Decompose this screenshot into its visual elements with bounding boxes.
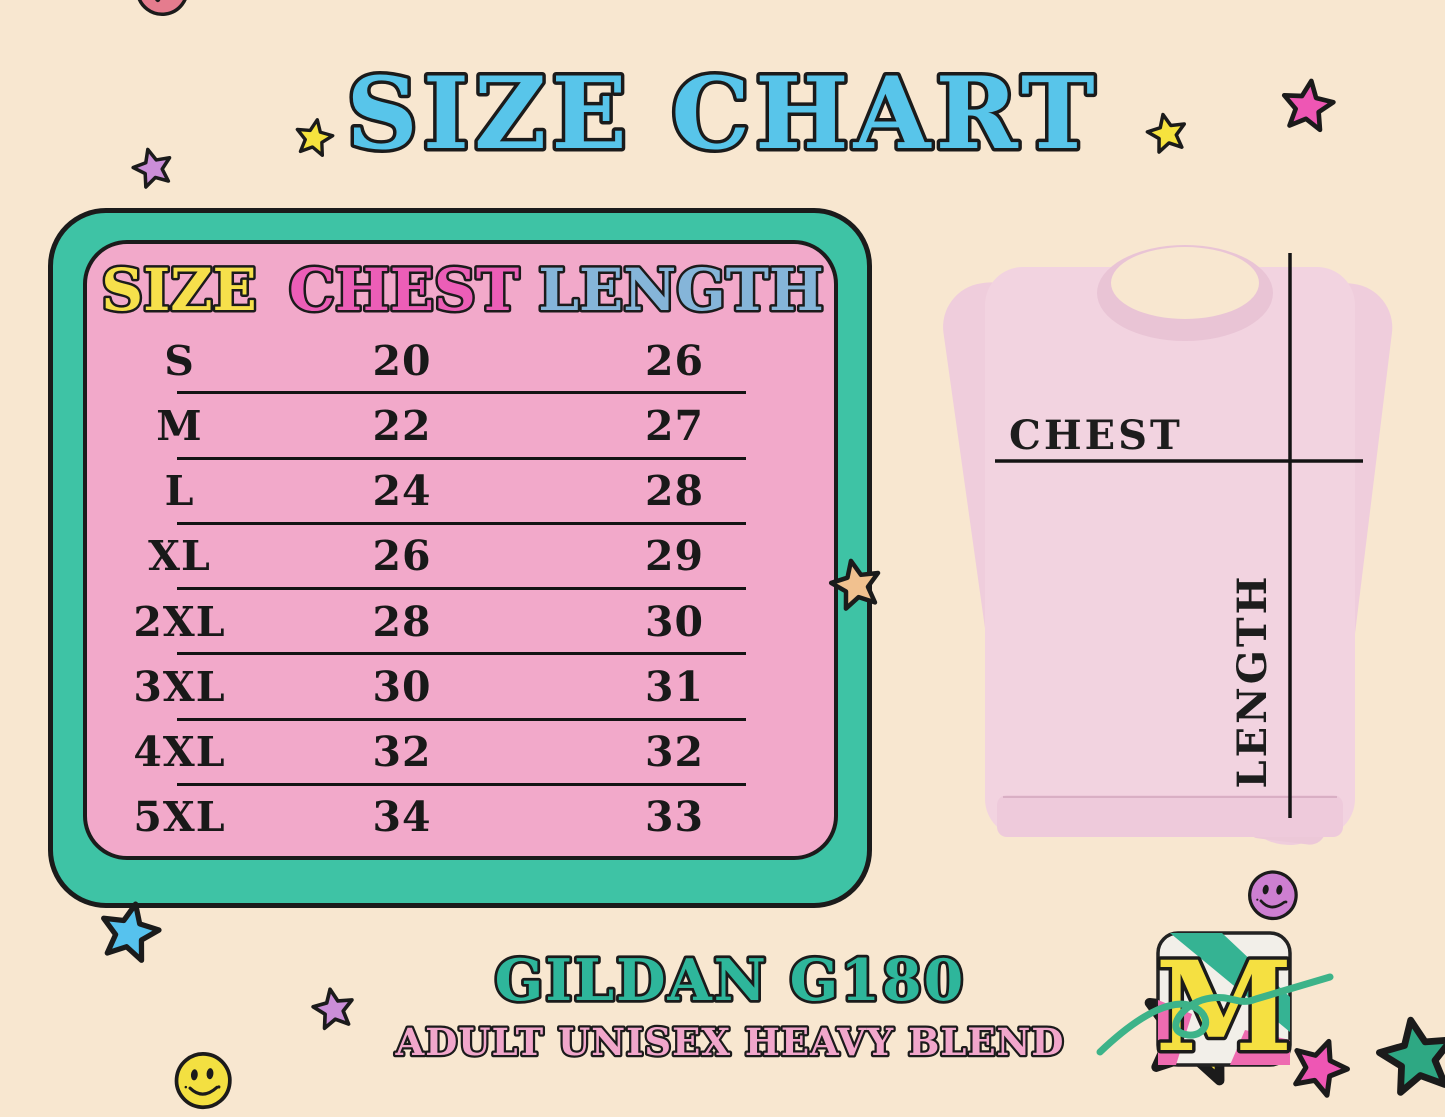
chest-value: 24 [372,467,432,516]
length-value: 29 [644,532,705,581]
logo-ribbon [1170,933,1290,1032]
table-row: 4XL 32 32 [87,720,834,787]
length-value: 26 [644,336,705,385]
page-title: SIZE CHART [343,53,1098,176]
size-value: 5XL [133,793,226,842]
length-value: 32 [644,728,705,777]
star-icon [790,531,856,597]
table-header-row: SIZE CHEST LENGTH [99,254,827,327]
sweatshirt-mockup: CHEST LENGTH [943,245,1393,846]
product-name: GILDAN G180 [495,947,966,1014]
chest-value: 34 [372,793,432,842]
chest-value: 32 [372,728,432,777]
sweatshirt-body [985,267,1355,837]
logo-letter: M [1155,935,1292,1080]
column-header-chest: CHEST [289,256,519,324]
logo-signature-scribble [1096,973,1334,1056]
table-row: M 22 27 [87,393,834,460]
brand-logo: M [1096,931,1445,1101]
size-table-body: S 20 26 M 22 27 L 24 28 XL 26 29 [87,328,834,850]
star-icon [308,984,358,1032]
footer-product-info: GILDAN G180 ADULT UNISEX HEAVY BLEND [392,944,1065,1066]
sweatshirt-neck-opening [1111,247,1259,319]
product-description: ADULT UNISEX HEAVY BLEND [395,1020,1065,1064]
size-value: 3XL [133,662,226,711]
chest-value: 30 [372,662,432,711]
length-label: LENGTH [1229,574,1276,789]
star-icon [291,114,337,159]
star-icon [65,855,143,933]
table-row: 3XL 30 31 [87,654,834,721]
table-row: S 20 26 [87,328,834,395]
size-value: 2XL [133,597,226,646]
length-value: 30 [644,597,705,646]
sweatshirt-waistband [997,795,1343,837]
size-chart-panel: SIZE CHEST LENGTH S 20 26 M 22 27 L 24 [83,240,838,860]
chest-value: 28 [372,597,432,646]
size-value: L [164,467,195,516]
star-icon [127,142,178,191]
length-value: 28 [644,467,705,516]
chest-label: CHEST [1009,412,1183,459]
column-header-size: SIZE [101,256,257,324]
table-row: L 24 28 [87,459,834,526]
size-value: 4XL [133,728,226,777]
star-icon [1250,41,1316,107]
star-icon [1142,108,1191,156]
length-value: 27 [644,401,705,450]
logo-pink-shape [1230,1030,1290,1065]
table-row: 5XL 34 33 [87,785,834,850]
chest-value: 20 [372,336,432,385]
size-value: S [164,336,195,385]
chest-value: 26 [372,532,432,581]
smiley-face-icon [172,1049,234,1112]
page-title-text: SIZE CHART [346,56,1099,172]
star-icon [1372,1012,1445,1097]
column-header-length: LENGTH [538,256,824,324]
size-chart-board: SIZE CHEST LENGTH S 20 26 M 22 27 L 24 [48,208,872,908]
star-icon [1284,1030,1356,1101]
smiley-face-icon [132,0,193,20]
table-row: 2XL 28 30 [87,589,834,656]
table-row: XL 26 29 [87,524,834,591]
length-value: 31 [644,662,705,711]
size-value: XL [148,532,211,581]
chest-value: 22 [372,401,432,450]
logo-badge: M [1096,931,1334,1084]
length-value: 33 [644,793,705,842]
size-value: M [156,401,203,450]
smiley-face-icon [1244,866,1302,924]
